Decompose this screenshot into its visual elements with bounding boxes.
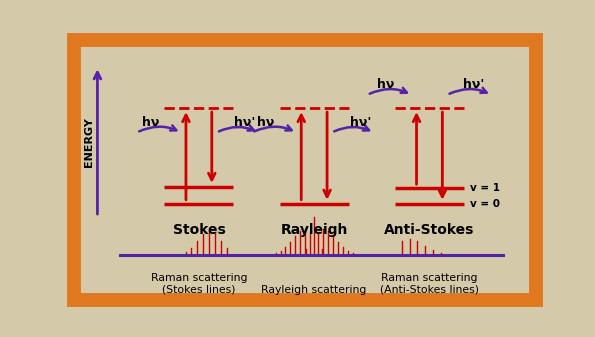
Text: hν': hν' bbox=[350, 116, 371, 129]
Text: Stokes: Stokes bbox=[173, 223, 226, 237]
Text: v = 1: v = 1 bbox=[469, 183, 500, 193]
Text: hν': hν' bbox=[462, 79, 484, 91]
Text: hν: hν bbox=[257, 116, 274, 129]
Text: Rayleigh scattering: Rayleigh scattering bbox=[261, 285, 367, 295]
Text: hν': hν' bbox=[234, 116, 256, 129]
Text: hν: hν bbox=[142, 116, 159, 129]
Text: ENERGY: ENERGY bbox=[84, 117, 94, 166]
Text: Anti-Stokes: Anti-Stokes bbox=[384, 223, 475, 237]
Text: Raman scattering
(Anti-Stokes lines): Raman scattering (Anti-Stokes lines) bbox=[380, 273, 479, 295]
Text: hν: hν bbox=[377, 79, 394, 91]
Text: v = 0: v = 0 bbox=[469, 199, 500, 209]
Text: Raman scattering
(Stokes lines): Raman scattering (Stokes lines) bbox=[151, 273, 247, 295]
Text: Rayleigh: Rayleigh bbox=[280, 223, 348, 237]
